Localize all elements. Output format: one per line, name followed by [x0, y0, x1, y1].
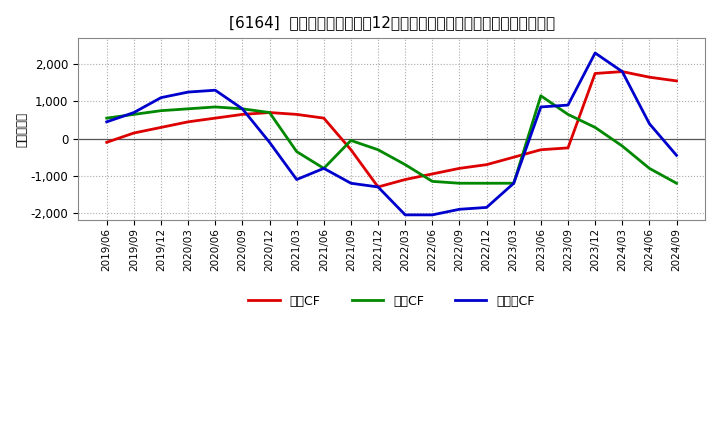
Y-axis label: （百万円）: （百万円） — [15, 112, 28, 147]
投賃CF — [618, 143, 626, 149]
フリーCF — [265, 139, 274, 145]
営業CF — [591, 71, 600, 76]
営業CF — [482, 162, 491, 167]
投賃CF — [564, 112, 572, 117]
営業CF — [102, 139, 111, 145]
フリーCF — [509, 180, 518, 186]
営業CF — [455, 166, 464, 171]
営業CF — [618, 69, 626, 74]
投賃CF — [157, 108, 166, 114]
フリーCF — [455, 207, 464, 212]
営業CF — [509, 154, 518, 160]
営業CF — [346, 147, 355, 152]
投賃CF — [482, 180, 491, 186]
フリーCF — [536, 104, 545, 110]
投賃CF — [401, 162, 410, 167]
フリーCF — [672, 153, 681, 158]
営業CF — [238, 112, 247, 117]
投賃CF — [509, 180, 518, 186]
営業CF — [157, 125, 166, 130]
投賃CF — [184, 106, 192, 111]
Line: フリーCF: フリーCF — [107, 53, 677, 215]
フリーCF — [482, 205, 491, 210]
フリーCF — [211, 88, 220, 93]
投賃CF — [292, 149, 301, 154]
営業CF — [645, 74, 654, 80]
フリーCF — [238, 106, 247, 111]
営業CF — [374, 184, 382, 190]
フリーCF — [645, 121, 654, 126]
フリーCF — [102, 119, 111, 125]
営業CF — [292, 112, 301, 117]
Legend: 営業CF, 投賃CF, フリーCF: 営業CF, 投賃CF, フリーCF — [243, 290, 540, 313]
投賃CF — [238, 106, 247, 111]
営業CF — [428, 171, 436, 176]
フリーCF — [320, 166, 328, 171]
Line: 営業CF: 営業CF — [107, 72, 677, 187]
営業CF — [320, 115, 328, 121]
投賃CF — [374, 147, 382, 152]
フリーCF — [374, 184, 382, 190]
フリーCF — [346, 180, 355, 186]
投賃CF — [130, 112, 138, 117]
フリーCF — [157, 95, 166, 100]
営業CF — [401, 177, 410, 182]
投賃CF — [672, 180, 681, 186]
フリーCF — [292, 177, 301, 182]
投賃CF — [320, 166, 328, 171]
投賃CF — [265, 110, 274, 115]
フリーCF — [618, 69, 626, 74]
Line: 投賃CF: 投賃CF — [107, 96, 677, 183]
営業CF — [564, 145, 572, 150]
投賃CF — [536, 93, 545, 99]
フリーCF — [564, 103, 572, 108]
フリーCF — [130, 110, 138, 115]
フリーCF — [428, 212, 436, 217]
投賃CF — [591, 125, 600, 130]
Title: [6164]  キャッシュフローの12か月移動合計の対前年同期増減額の推移: [6164] キャッシュフローの12か月移動合計の対前年同期増減額の推移 — [228, 15, 554, 30]
営業CF — [265, 110, 274, 115]
フリーCF — [184, 89, 192, 95]
営業CF — [211, 115, 220, 121]
投賃CF — [455, 180, 464, 186]
投賃CF — [346, 138, 355, 143]
投賃CF — [428, 179, 436, 184]
営業CF — [536, 147, 545, 152]
営業CF — [184, 119, 192, 125]
フリーCF — [401, 212, 410, 217]
投賃CF — [102, 115, 111, 121]
投賃CF — [645, 166, 654, 171]
営業CF — [672, 78, 681, 84]
営業CF — [130, 130, 138, 136]
投賃CF — [211, 104, 220, 110]
フリーCF — [591, 50, 600, 55]
